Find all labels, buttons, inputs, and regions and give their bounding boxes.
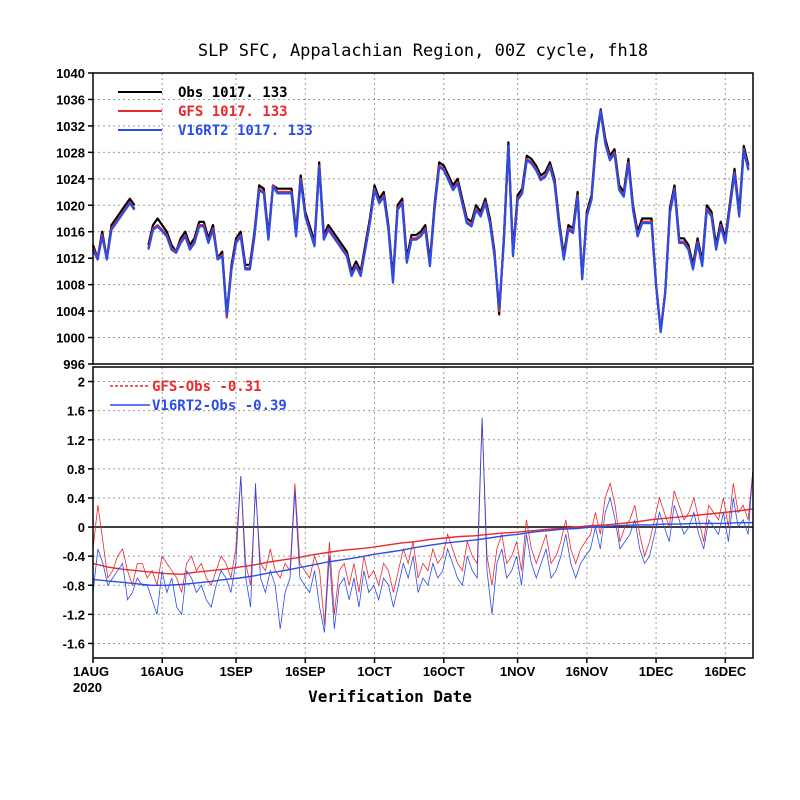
legend-entry: GFS-Obs -0.31 xyxy=(152,379,262,395)
bottom-panel-y-ticks: -1.6 -1.2 -0.8 -0.4 0 0.4 0.8 1.2 1.6 2 xyxy=(63,375,93,651)
x-tick-label: 1NOV xyxy=(500,664,536,679)
bottom-panel-series xyxy=(92,417,754,633)
x-tick-label: 1OCT xyxy=(357,664,392,679)
running-mean-gfs-obs xyxy=(92,508,754,576)
y-tick-label: -1.6 xyxy=(63,636,85,651)
top-panel-legend: Obs 1017. 133 GFS 1017. 133 V16RT2 1017. 1… xyxy=(118,85,313,139)
y-tick-label: 1036 xyxy=(56,92,85,107)
legend-entry: V16RT2 1017. 133 xyxy=(178,123,313,139)
y-tick-label: 996 xyxy=(63,357,85,372)
x-tick-label: 16NOV xyxy=(566,664,609,679)
top-panel: 996 1000 1004 1008 1012 1016 1020 1024 1028 1032 1… xyxy=(56,66,754,372)
x-tick-label: 16DEC xyxy=(704,664,747,679)
y-tick-label: 1028 xyxy=(56,145,85,160)
top-panel-frame xyxy=(92,72,754,365)
y-tick-label: 1.2 xyxy=(67,433,85,448)
y-tick-label: 0.4 xyxy=(67,491,86,506)
bottom-panel-frame xyxy=(92,366,754,659)
bottom-panel-legend: GFS-Obs -0.31 V16RT2-Obs -0.39 xyxy=(110,379,287,414)
y-tick-label: 0.8 xyxy=(67,462,85,477)
x-axis-year: 2020 xyxy=(73,680,102,695)
x-tick-label: 16AUG xyxy=(141,664,184,679)
y-tick-label: 1.6 xyxy=(67,404,85,419)
x-axis-ticks: 1AUG 16AUG 1SEP 16SEP 1OCT 16OCT 1NOV 16NOV 1DEC… xyxy=(73,658,747,679)
x-tick-label: 16SEP xyxy=(285,664,326,679)
top-panel-series xyxy=(91,108,750,334)
y-tick-label: 1040 xyxy=(56,66,85,81)
running-mean-v16rt2-obs xyxy=(92,522,753,586)
legend-entry: GFS 1017. 133 xyxy=(178,104,288,120)
series-line-v16rt2 xyxy=(92,109,750,334)
daily-diff-gfs-obs xyxy=(92,417,754,626)
x-tick-label: 1DEC xyxy=(639,664,674,679)
series-line-obs xyxy=(91,108,750,332)
x-axis-label: Verification Date xyxy=(308,687,472,706)
top-panel-y-ticks: 996 1000 1004 1008 1012 1016 1020 1024 1028 1032 1… xyxy=(56,66,93,372)
y-tick-label: 1008 xyxy=(56,278,85,293)
series-line-gfs xyxy=(92,111,750,332)
x-tick-label: 16OCT xyxy=(423,664,465,679)
y-tick-label: -0.8 xyxy=(63,578,85,593)
y-tick-label: -1.2 xyxy=(63,607,85,622)
y-tick-label: 0 xyxy=(78,520,85,535)
legend-entry: Obs 1017. 133 xyxy=(178,85,288,101)
y-tick-label: 1016 xyxy=(56,225,85,240)
daily-diff-v16rt2-obs xyxy=(92,417,754,633)
chart-title: SLP SFC, Appalachian Region, 00Z cycle, … xyxy=(198,41,648,61)
y-tick-label: 1024 xyxy=(56,172,86,187)
x-tick-label: 1AUG xyxy=(73,664,109,679)
y-tick-label: -0.4 xyxy=(63,549,86,564)
bottom-panel: -1.6 -1.2 -0.8 -0.4 0 0.4 0.8 1.2 1.6 2 GFS-Obs -… xyxy=(63,366,754,659)
y-tick-label: 1012 xyxy=(56,251,85,266)
y-tick-label: 1020 xyxy=(56,198,85,213)
y-tick-label: 1032 xyxy=(56,119,85,134)
x-tick-label: 1SEP xyxy=(219,664,253,679)
legend-entry: V16RT2-Obs -0.39 xyxy=(152,398,287,414)
y-tick-label: 1000 xyxy=(56,331,85,346)
y-tick-label: 1004 xyxy=(56,304,86,319)
y-tick-label: 2 xyxy=(78,375,85,390)
